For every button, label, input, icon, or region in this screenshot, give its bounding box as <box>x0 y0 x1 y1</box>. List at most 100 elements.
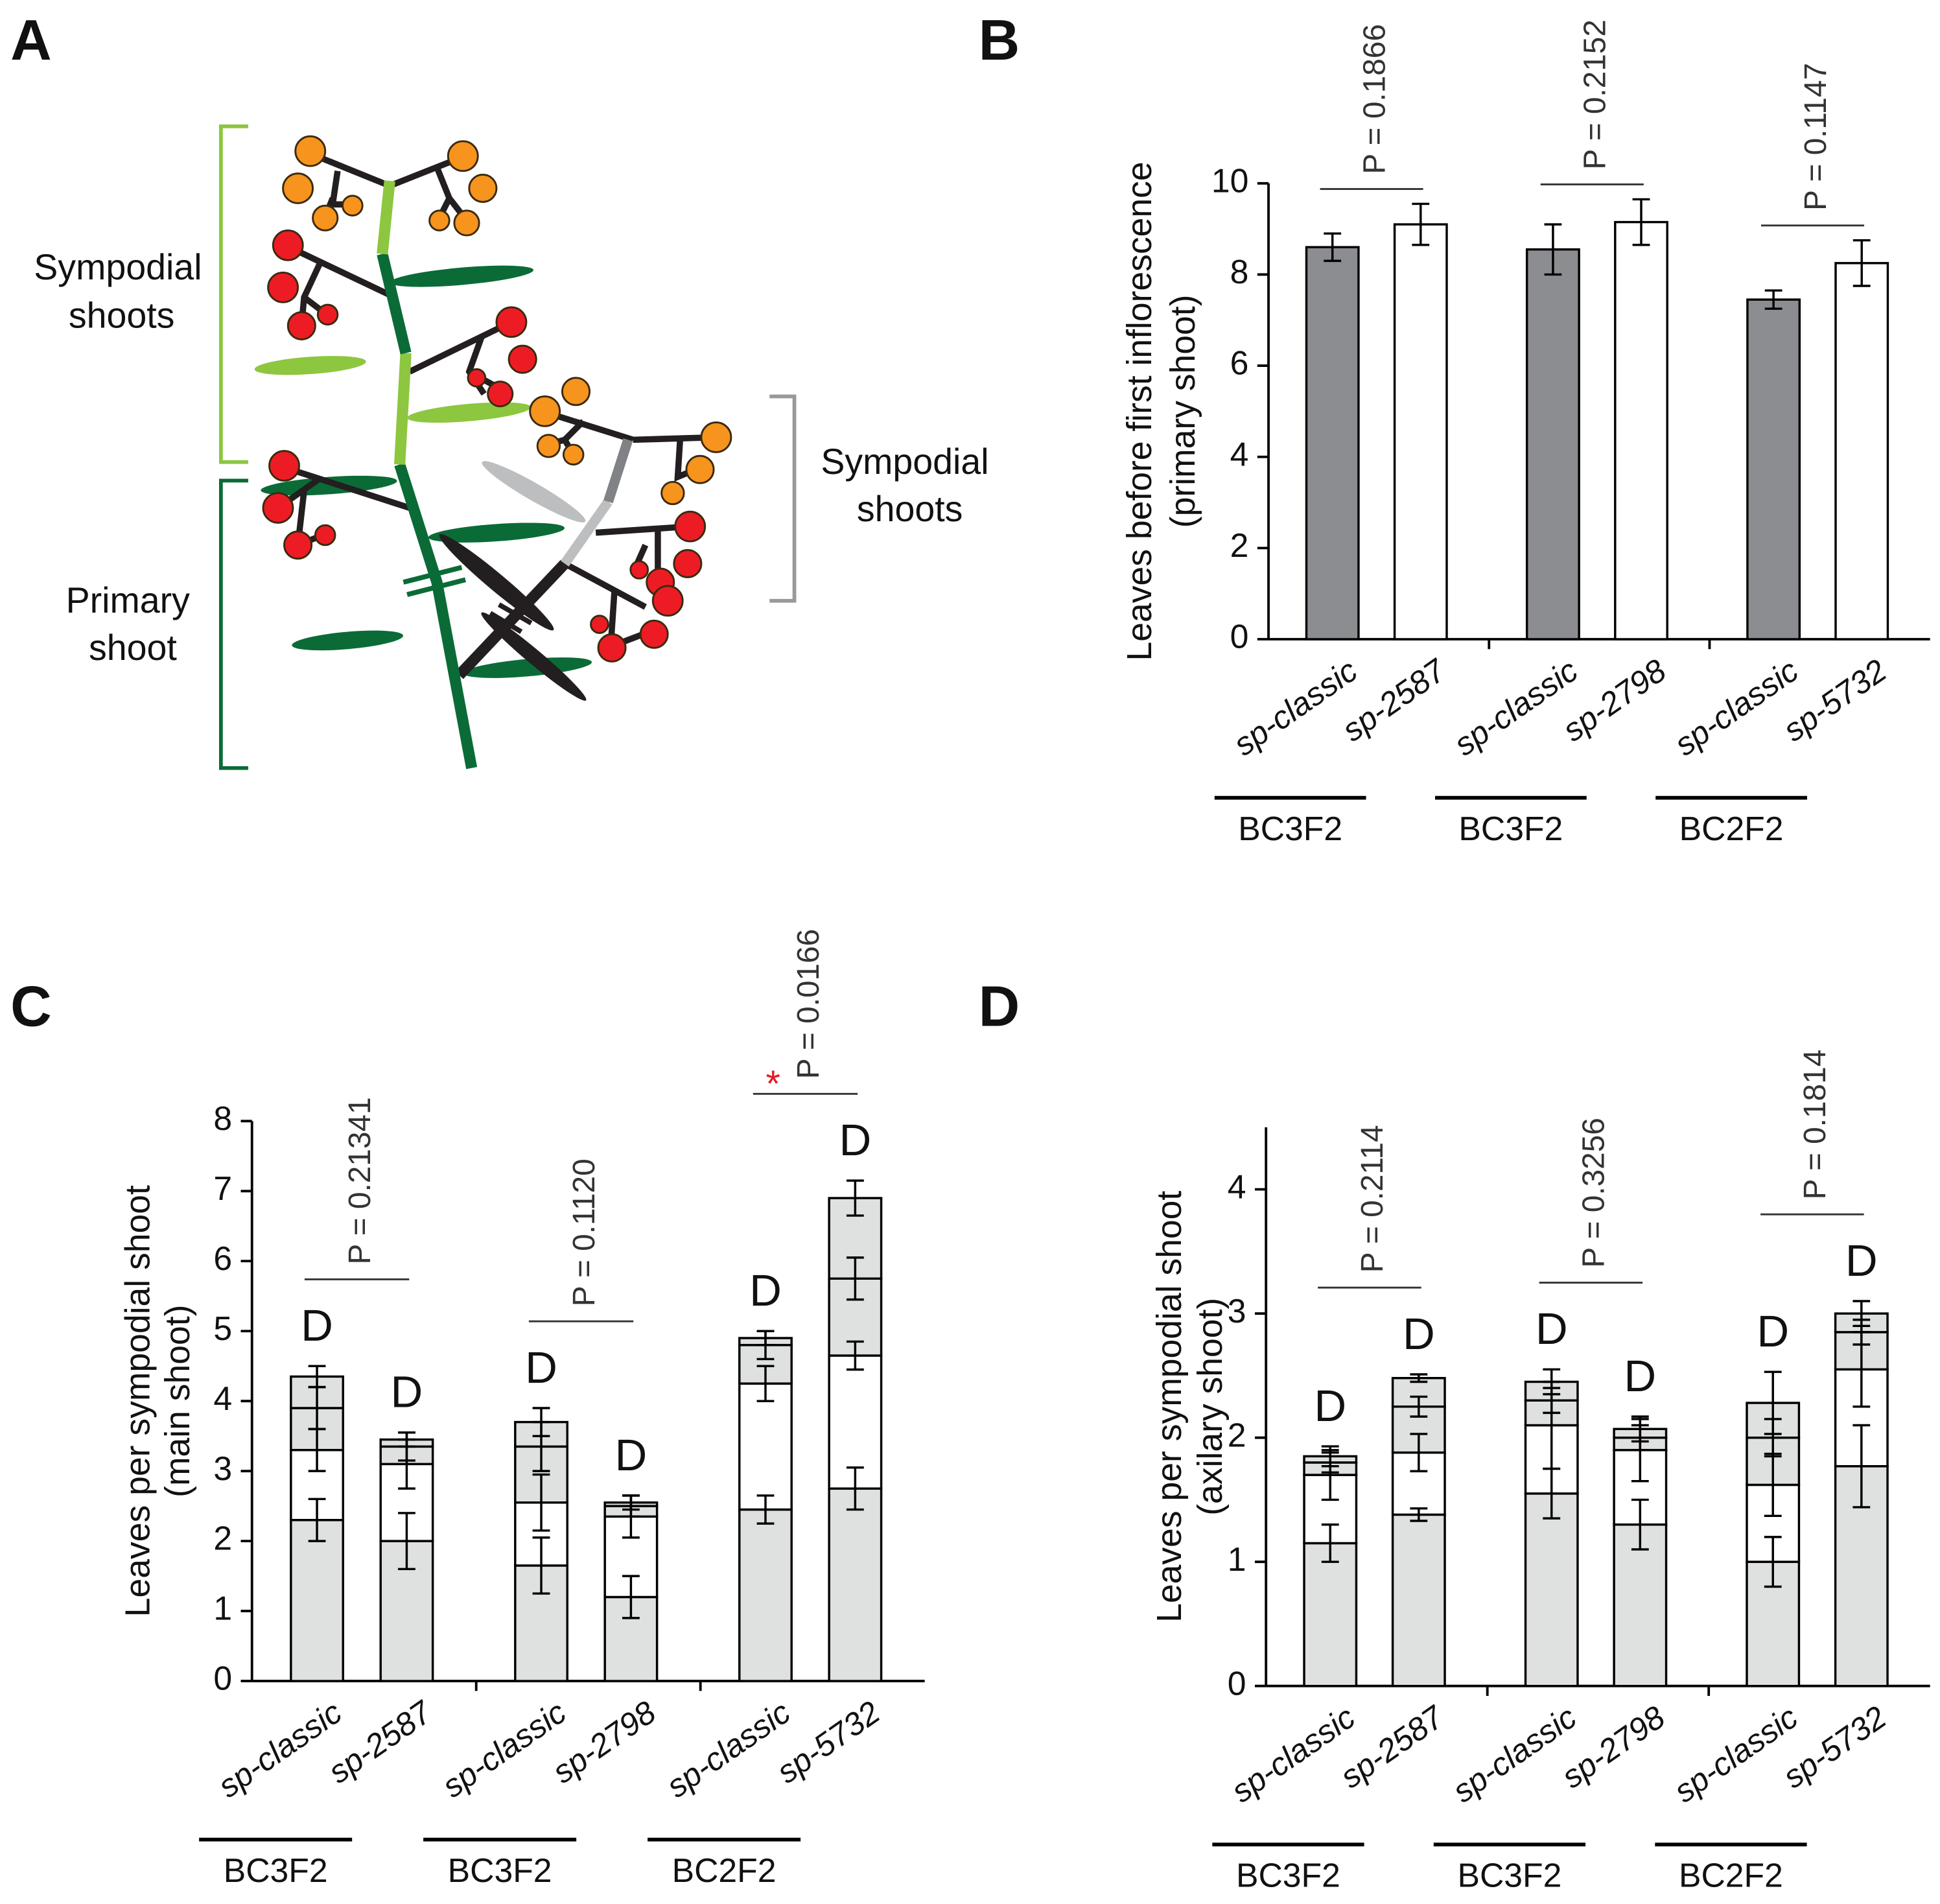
error-bar <box>846 1340 864 1371</box>
stem <box>377 180 395 255</box>
y-tick-label: 3 <box>213 1450 232 1487</box>
panel-letter: D <box>979 974 1020 1039</box>
bar-label: D <box>1624 1351 1656 1401</box>
error-bar <box>1852 1424 1871 1509</box>
y-tick-label: 6 <box>213 1240 232 1277</box>
x-tick-label: sp-classic <box>1224 1698 1361 1809</box>
y-axis-label: (primary shoot) <box>1164 295 1202 528</box>
group-label: BC3F2 <box>1458 1857 1562 1894</box>
bar-label: D <box>839 1115 871 1165</box>
y-tick-label: 4 <box>1230 435 1249 473</box>
y-axis-label: Leaves per sympodial shoot <box>119 1185 157 1617</box>
bar-label: D <box>749 1265 782 1315</box>
x-tick-label: sp-classic <box>660 1694 797 1805</box>
panel-letter: B <box>979 8 1020 72</box>
error-bar <box>1410 1507 1428 1522</box>
stem <box>377 252 412 355</box>
error-bar <box>1631 1415 1649 1443</box>
diagram-label: Primary <box>66 580 191 620</box>
error-bar <box>1764 1536 1782 1588</box>
bar-segment <box>738 1382 793 1511</box>
diagram-label: Sympodial <box>821 441 988 482</box>
error-bar <box>1544 223 1562 276</box>
panel-letter: A <box>10 8 52 72</box>
p-value: P = 0.21341 <box>343 1097 377 1264</box>
error-bar <box>622 1575 640 1619</box>
x-tick-label: sp-2587 <box>1336 651 1453 748</box>
diagram-label: shoot <box>89 628 177 668</box>
error-bar <box>1321 1523 1339 1563</box>
y-tick-label: 6 <box>1230 344 1249 382</box>
y-tick-label: 1 <box>213 1590 232 1627</box>
bar-label: D <box>1845 1236 1878 1286</box>
bar <box>1305 246 1360 641</box>
bracket <box>218 478 248 770</box>
bracket <box>218 124 248 464</box>
x-tick-label: sp-classic <box>1667 1698 1804 1809</box>
y-tick-label: 1 <box>1228 1540 1246 1578</box>
p-value: P = 0.2152 <box>1578 19 1613 170</box>
error-bar <box>1543 1368 1561 1396</box>
p-value: P = 0.0166 <box>791 929 826 1079</box>
error-bar <box>532 1536 550 1595</box>
error-bar <box>1412 202 1430 246</box>
bracket <box>769 394 797 603</box>
error-bar <box>532 1407 550 1437</box>
x-tick-label: sp-5732 <box>770 1694 887 1791</box>
bar-segment <box>738 1508 793 1682</box>
x-tick-label: sp-2587 <box>1334 1698 1451 1795</box>
group-label: BC3F2 <box>1236 1857 1340 1894</box>
panel-a-diagram: A <box>10 8 989 770</box>
p-value: P = 0.2114 <box>1355 1125 1390 1273</box>
branch <box>603 438 633 504</box>
x-tick-label: sp-classic <box>1668 652 1805 763</box>
bar <box>1834 262 1889 641</box>
panel-letter: C <box>10 974 52 1039</box>
error-bar <box>532 1473 550 1532</box>
error-bar <box>308 1365 326 1389</box>
y-axis-label: Leaves per sympodial shoot <box>1151 1191 1189 1623</box>
bar-label: D <box>525 1343 557 1393</box>
bar-segment <box>1524 1492 1579 1687</box>
y-tick-label: 0 <box>1228 1664 1246 1702</box>
p-value: P = 0.1147 <box>1799 63 1833 211</box>
group-label: BC2F2 <box>672 1851 777 1889</box>
y-axis-label: (axilary shoot) <box>1191 1298 1230 1516</box>
diagram-label: Sympodial <box>34 247 202 287</box>
error-bar <box>1852 1300 1871 1328</box>
x-tick-label: sp-classic <box>1446 1698 1583 1809</box>
branch <box>561 499 613 567</box>
y-tick-label: 7 <box>213 1169 232 1207</box>
bar-segment <box>290 1519 344 1682</box>
y-tick-label: 2 <box>213 1520 232 1557</box>
error-bar <box>1764 1370 1782 1435</box>
error-bar <box>1321 1445 1339 1468</box>
bar-label: D <box>391 1367 423 1417</box>
bar <box>1393 223 1448 641</box>
y-tick-label: 3 <box>1228 1292 1246 1330</box>
error-bar <box>1410 1395 1428 1418</box>
break-mark <box>403 565 467 597</box>
error-bar <box>1631 1498 1649 1551</box>
group-label: BC3F2 <box>448 1851 552 1889</box>
y-tick-label: 2 <box>1230 526 1249 564</box>
y-tick-label: 0 <box>213 1660 232 1697</box>
group-label: BC2F2 <box>1679 810 1784 847</box>
error-bar <box>756 1365 775 1402</box>
bar <box>1614 220 1668 641</box>
error-bar <box>398 1431 415 1448</box>
stem <box>394 462 478 770</box>
group-label: BC3F2 <box>224 1851 328 1889</box>
group-label: BC3F2 <box>1458 810 1563 847</box>
flowers <box>262 135 732 663</box>
bar-label: D <box>615 1430 648 1480</box>
y-tick-label: 8 <box>213 1099 232 1137</box>
group-label: BC3F2 <box>1238 810 1342 847</box>
bar-label: D <box>1536 1304 1568 1354</box>
error-bar <box>1852 239 1871 287</box>
y-tick-label: 5 <box>213 1310 232 1347</box>
bar-segment <box>828 1487 883 1682</box>
p-value: P = 0.1814 <box>1798 1050 1832 1200</box>
error-bar <box>846 1466 864 1511</box>
